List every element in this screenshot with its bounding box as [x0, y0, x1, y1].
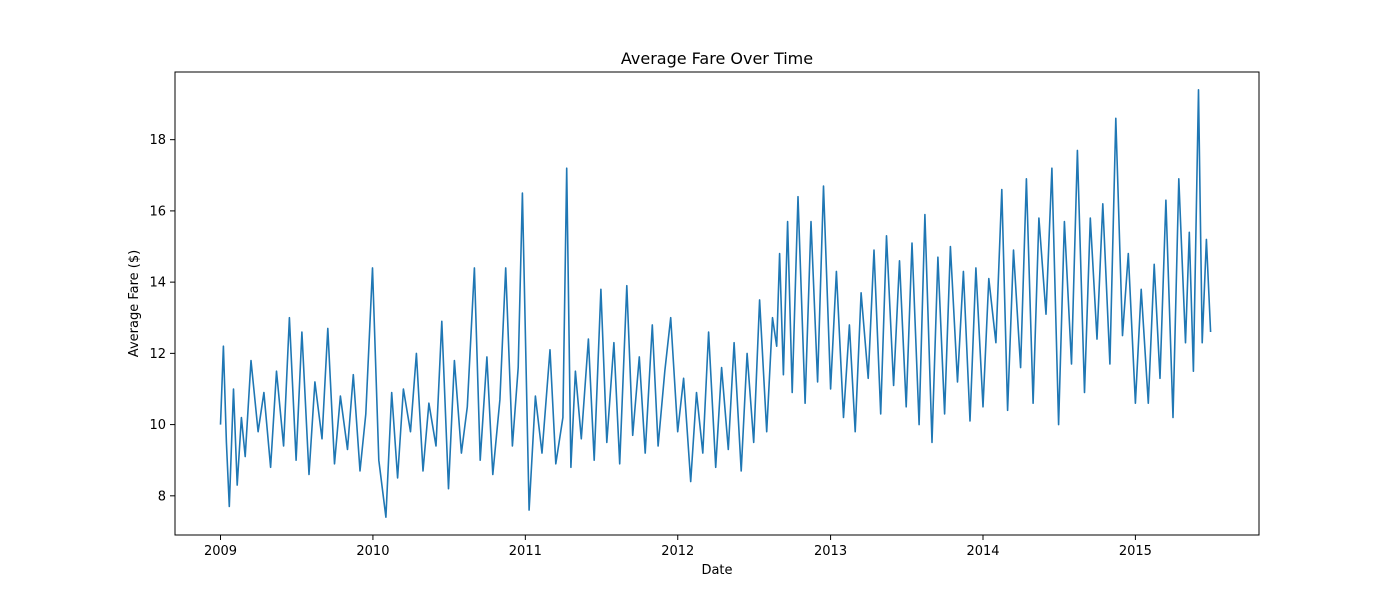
- y-axis: 8 10 12 14 16 18: [149, 133, 175, 504]
- y-tick-label: 8: [158, 489, 166, 504]
- x-tick-label: 2014: [966, 544, 999, 559]
- y-axis-title: Average Fare ($): [127, 250, 142, 357]
- x-tick-label: 2013: [814, 544, 847, 559]
- y-tick-label: 10: [149, 418, 166, 433]
- y-tick-label: 18: [149, 133, 166, 148]
- plot-frame: [174, 71, 1260, 536]
- y-tick-label: 16: [149, 204, 166, 219]
- chart-title: Average Fare Over Time: [621, 49, 813, 68]
- x-axis-title: Date: [701, 563, 732, 578]
- plot-area: [219, 89, 1212, 518]
- series-line-0: [219, 89, 1212, 518]
- x-tick-label: 2012: [661, 544, 694, 559]
- x-tick-label: 2011: [509, 544, 542, 559]
- x-tick-label: 2015: [1119, 544, 1152, 559]
- y-tick-label: 12: [149, 347, 166, 362]
- x-axis: 2009 2010 2011 2012 2013 2014 2015: [204, 535, 1152, 559]
- y-tick-label: 14: [149, 276, 166, 291]
- x-tick-label: 2009: [204, 544, 237, 559]
- x-tick-label: 2010: [356, 544, 389, 559]
